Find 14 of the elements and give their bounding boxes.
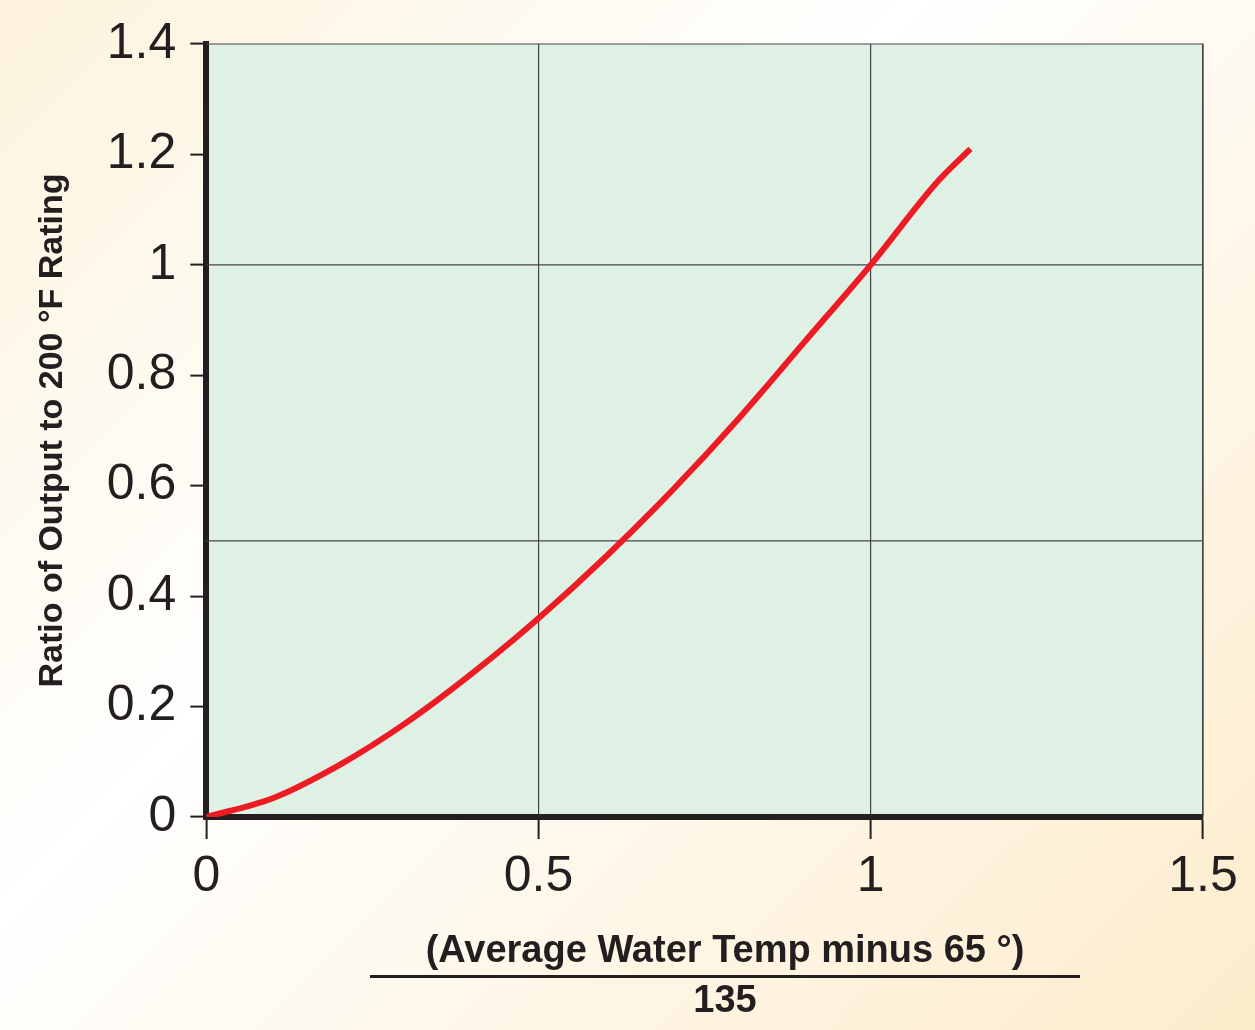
- x-tick-label: 1: [856, 845, 885, 902]
- x-tick-label: 0: [192, 845, 221, 902]
- y-tick-label: 0.4: [106, 564, 177, 621]
- y-tick-label: 0.8: [106, 344, 177, 401]
- y-tick-label: 0.6: [106, 454, 177, 511]
- x-tick-label: 1.5: [1168, 845, 1238, 902]
- x-axis-title: (Average Water Temp minus 65 °) 135: [424, 928, 1026, 1021]
- y-tick-label: 1.4: [106, 12, 177, 69]
- y-tick-label: 1: [148, 233, 177, 290]
- x-tick-label: 0.5: [503, 845, 574, 902]
- y-axis-title: Ratio of Output to 200 °F Rating: [30, 173, 69, 688]
- y-tick-label: 1.2: [106, 123, 177, 180]
- y-tick-label: 0.2: [106, 675, 177, 732]
- y-tick-label: 0: [148, 785, 177, 842]
